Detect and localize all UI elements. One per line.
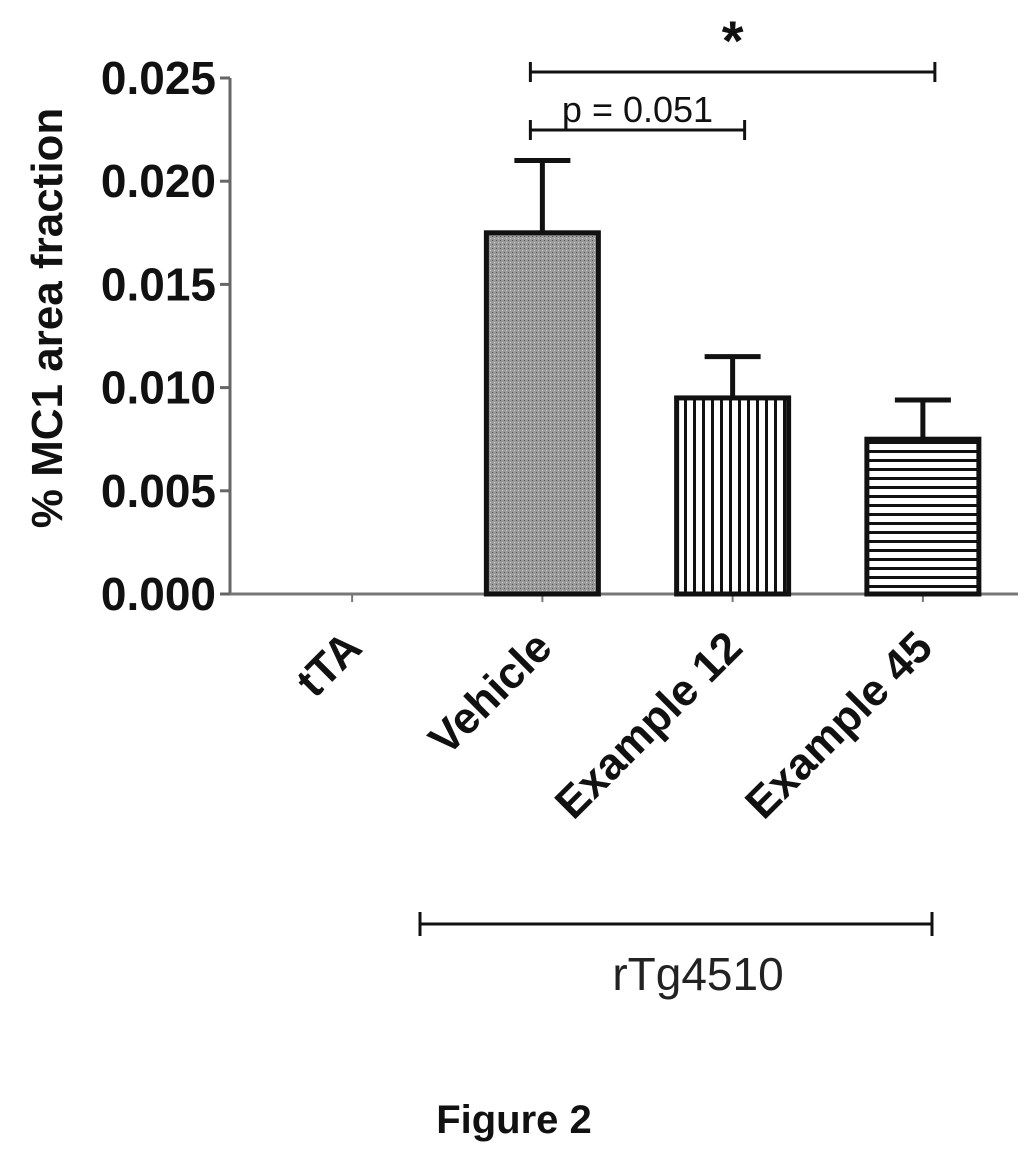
- y-tick-label: 0.005: [101, 465, 216, 517]
- y-tick-label: 0.015: [101, 258, 216, 310]
- x-tick-label: Example 12: [546, 622, 752, 828]
- figure-caption: Figure 2: [436, 1098, 592, 1142]
- bar-chart: % MC1 area fraction 0.000 0.005 0.010 0.015…: [23, 9, 1018, 1000]
- y-tick-label: 0.020: [101, 155, 216, 207]
- y-tick-label: 0.010: [101, 362, 216, 414]
- bar: [483, 230, 601, 597]
- bar: [864, 436, 982, 597]
- x-tick-label: Example 45: [736, 622, 942, 828]
- annotation-label: p = 0.051: [562, 89, 713, 130]
- y-tick-label: 0.025: [101, 52, 216, 104]
- x-tick-label: tTA: [287, 622, 371, 706]
- annotation-label: *: [722, 9, 744, 72]
- y-axis-label: % MC1 area fraction: [23, 108, 72, 529]
- y-tick-label: 0.000: [101, 568, 216, 620]
- group-label: rTg4510: [612, 948, 783, 1000]
- x-tick-label: Vehicle: [420, 622, 562, 764]
- bar: [674, 395, 792, 597]
